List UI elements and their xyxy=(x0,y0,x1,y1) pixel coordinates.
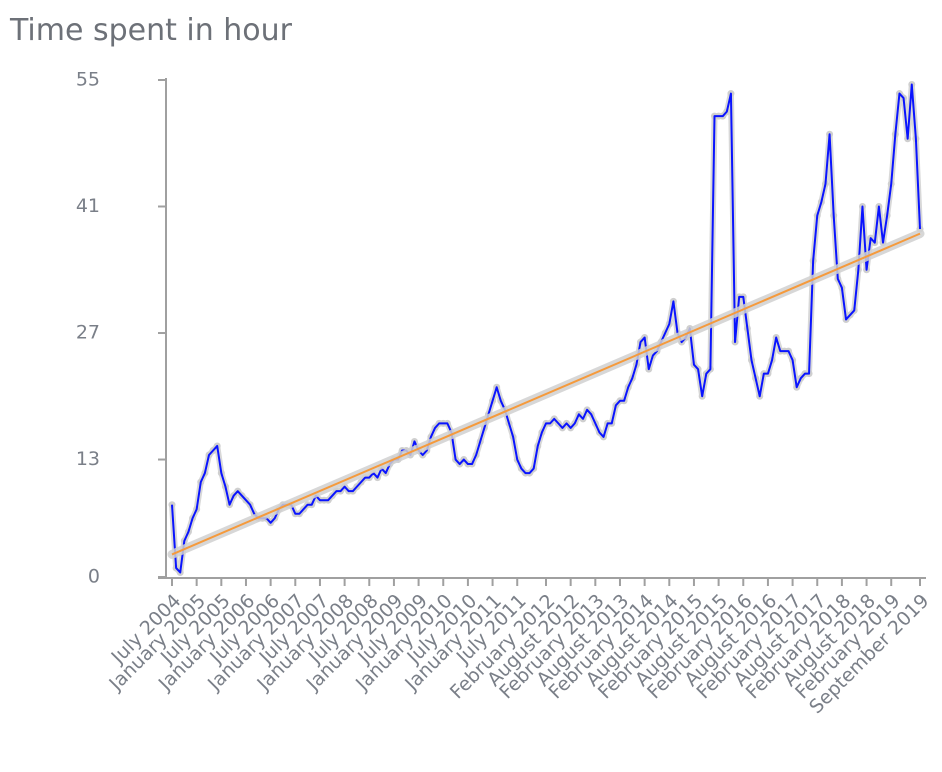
y-tick-label: 0 xyxy=(88,566,100,588)
line xyxy=(171,83,921,574)
y-tick-label: 27 xyxy=(76,322,100,344)
line-halo xyxy=(169,81,923,576)
trend-line xyxy=(171,232,921,556)
y-tick-label: 41 xyxy=(76,195,100,217)
chart-title: Time spent in hour xyxy=(9,13,293,48)
y-tick-label: 55 xyxy=(76,69,100,91)
y-tick-label: 13 xyxy=(76,448,100,470)
